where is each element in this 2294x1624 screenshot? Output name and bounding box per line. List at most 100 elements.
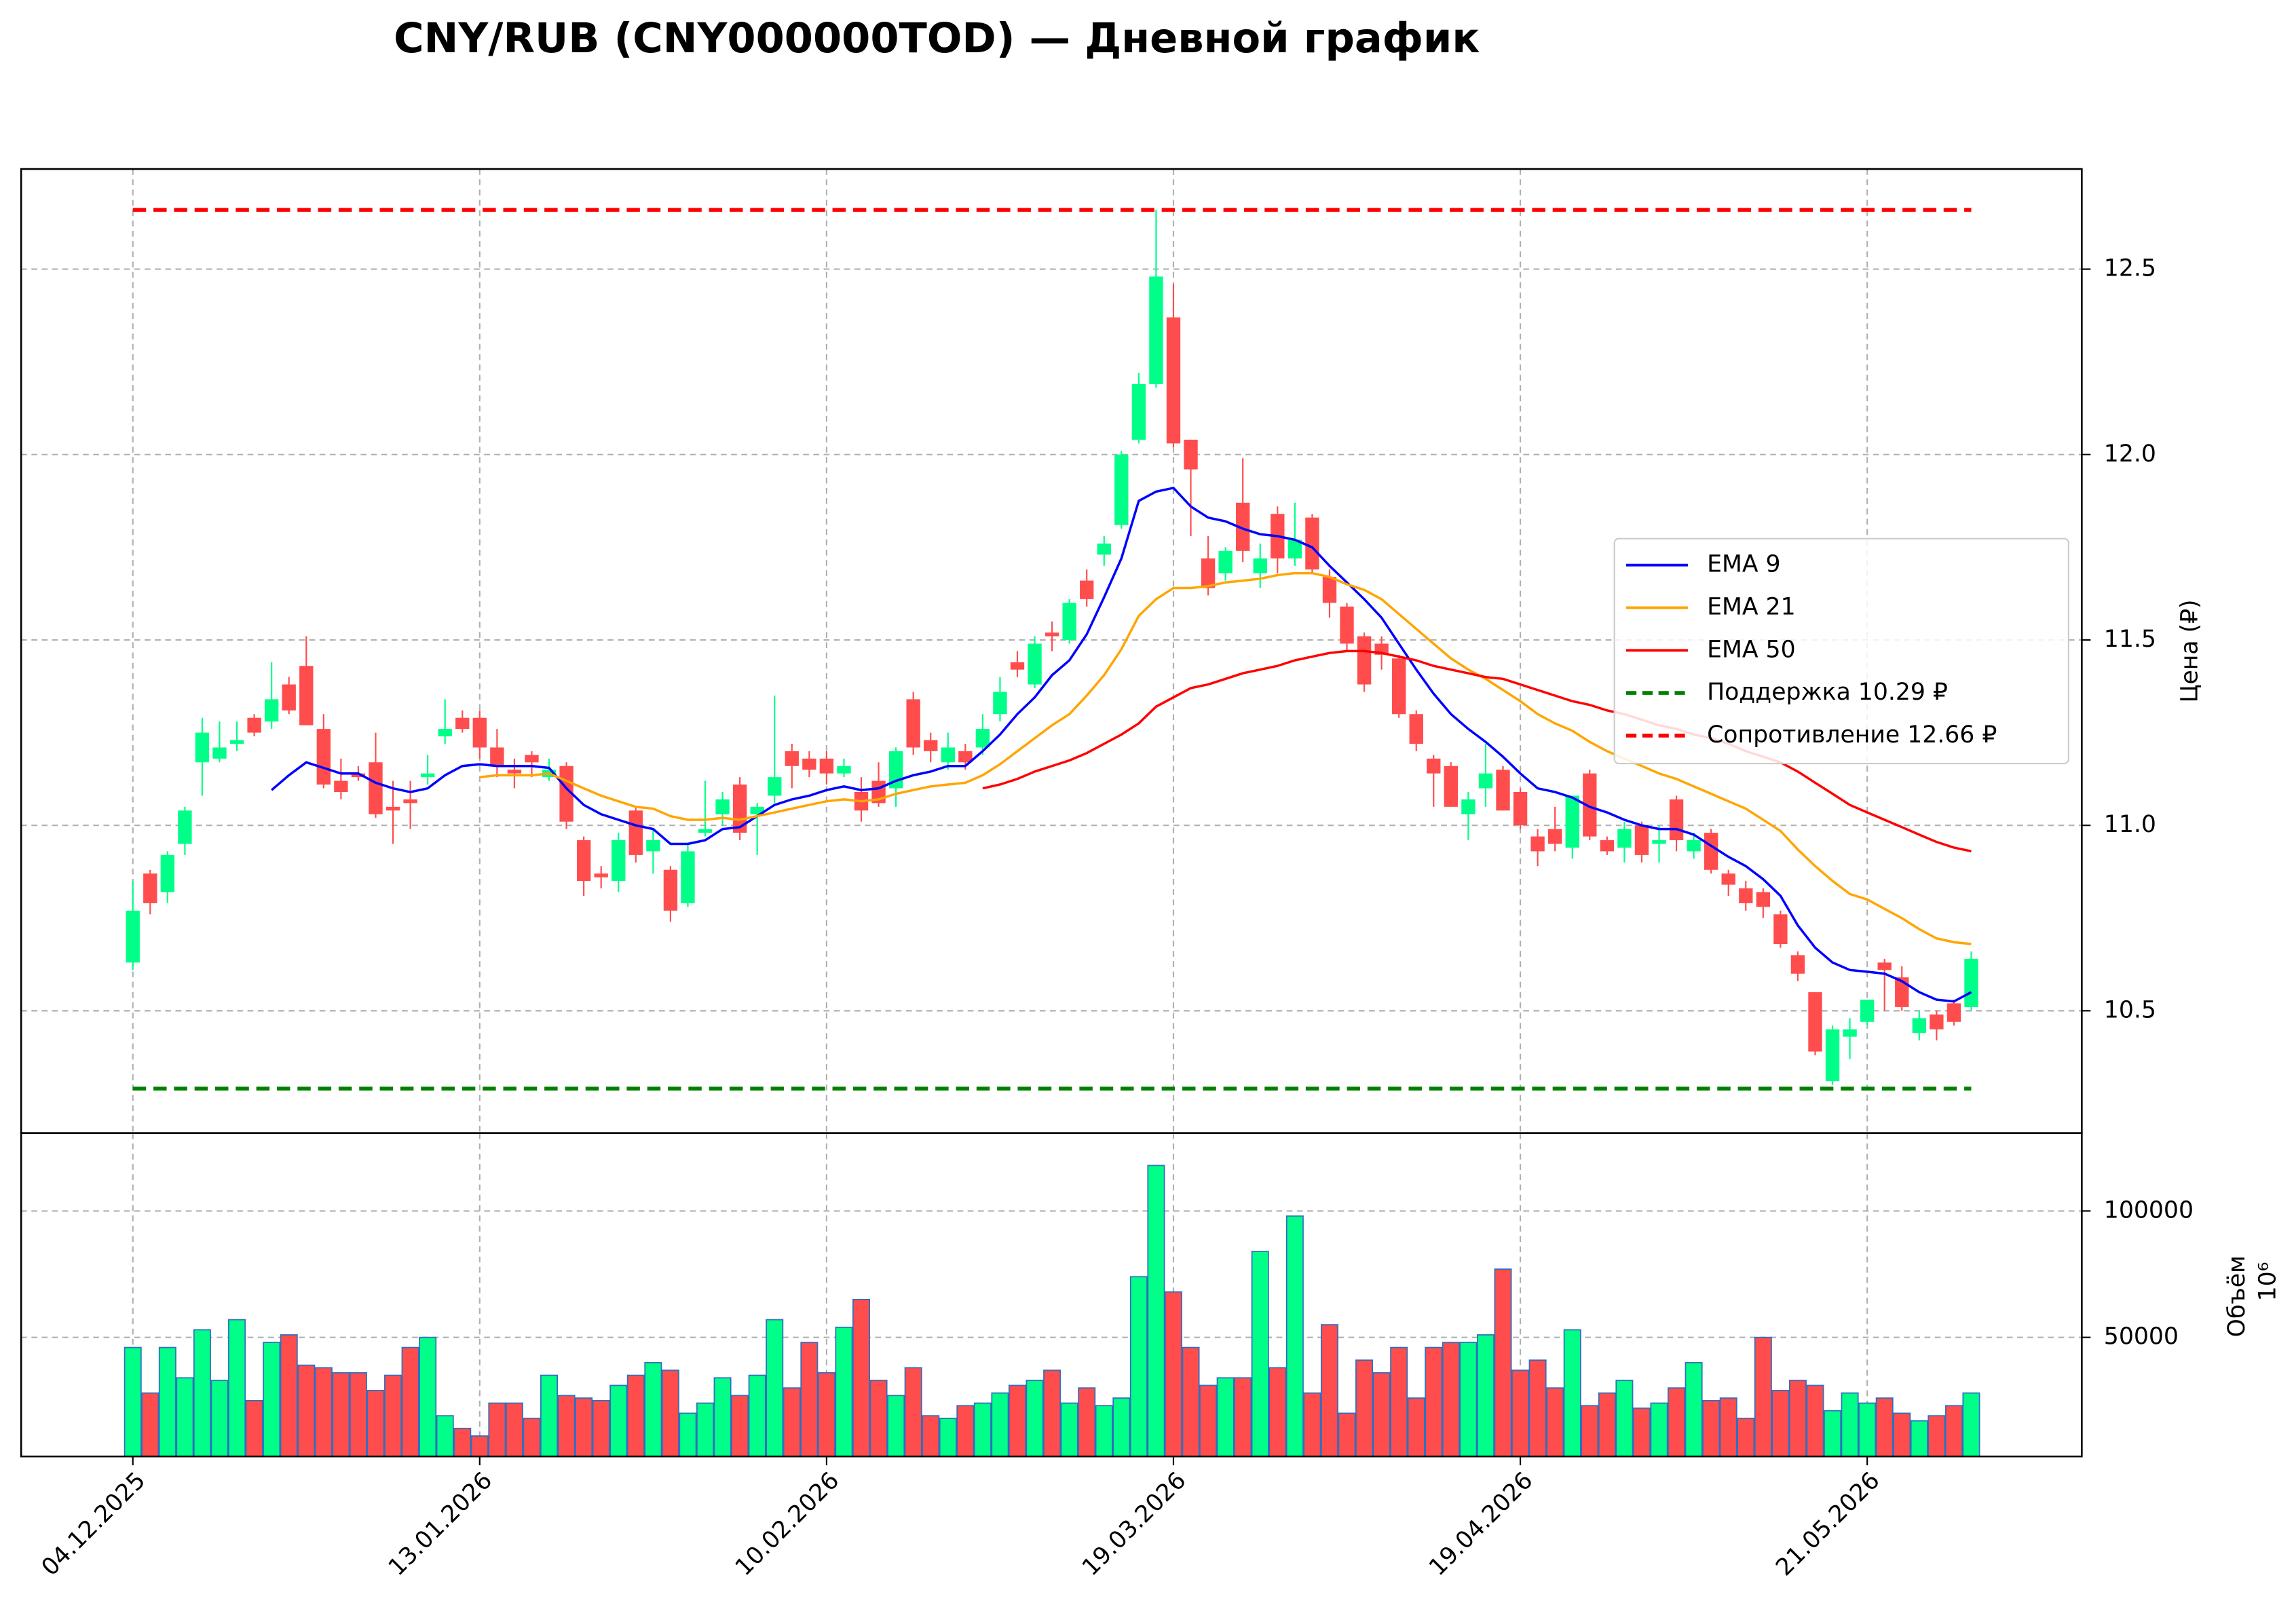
volume-bar [1372, 1372, 1391, 1457]
candle-body [906, 699, 920, 748]
volume-bar [1563, 1329, 1581, 1457]
candle-body [1287, 540, 1302, 559]
volume-bar [470, 1435, 489, 1457]
x-tick-label: 19.04.2026 [1424, 1467, 1538, 1581]
volume-bar [349, 1372, 367, 1457]
candle-body [247, 717, 261, 733]
volume-bar [1788, 1380, 1807, 1457]
volume-bar [1858, 1402, 1877, 1457]
candle-body [958, 751, 973, 763]
candle-body [299, 666, 314, 725]
volume-bar [817, 1372, 835, 1457]
candle-body [1062, 603, 1076, 640]
volume-bar [1216, 1377, 1235, 1457]
volume-bar [766, 1319, 784, 1457]
candle-body [1930, 1014, 1944, 1030]
candle-body [1964, 958, 1978, 1007]
volume-bar [1511, 1370, 1530, 1457]
candle-body [1028, 643, 1042, 685]
volume-bar [332, 1372, 350, 1457]
candle-body [438, 729, 452, 737]
candle-body [1201, 558, 1216, 588]
candle-body [1895, 977, 1909, 1007]
volume-bar [1737, 1418, 1755, 1457]
volume-bar [1719, 1397, 1737, 1457]
legend-label: Сопротивление 12.66 ₽ [1707, 721, 1997, 749]
candle-body [1547, 829, 1562, 844]
volume-bar [210, 1380, 229, 1457]
candle-body [628, 810, 643, 855]
volume-bar [366, 1390, 385, 1457]
legend-label: EMA 21 [1707, 593, 1796, 620]
volume-bar [193, 1329, 211, 1457]
volume-bar [1632, 1408, 1651, 1457]
candle-body [369, 762, 383, 814]
legend-label: Поддержка 10.29 ₽ [1707, 679, 1948, 706]
candle-body [715, 799, 730, 814]
volume-bar [1026, 1380, 1044, 1457]
volume-bar [1494, 1268, 1512, 1457]
legend-label: EMA 50 [1707, 636, 1796, 663]
x-tick-label: 04.12.2025 [37, 1467, 151, 1581]
volume-bar [1650, 1402, 1668, 1457]
volume-bar [1841, 1392, 1859, 1457]
candle-body [1912, 1018, 1926, 1034]
candle-body [1496, 770, 1510, 811]
volume-bar [1390, 1346, 1408, 1457]
volume-bar [228, 1319, 246, 1457]
x-tick-label: 10.02.2026 [730, 1467, 844, 1581]
candle-body [594, 873, 608, 877]
candle-body [1340, 606, 1354, 644]
candle-body [1513, 791, 1528, 826]
legend-label: EMA 9 [1707, 551, 1780, 578]
candle-body [750, 806, 764, 814]
volume-bar [626, 1374, 645, 1457]
volume-bar [523, 1418, 541, 1457]
volume-bar [1164, 1291, 1182, 1457]
volume-bar [1685, 1362, 1703, 1457]
volume-bar [158, 1346, 176, 1457]
price-plot [126, 208, 1978, 1091]
ema-line [479, 571, 1972, 945]
candle-body [143, 873, 157, 903]
candle-body [1409, 714, 1423, 744]
candle-body [403, 799, 417, 804]
candle-body [1739, 888, 1753, 903]
candle-body [212, 747, 227, 759]
candle-body [1530, 836, 1545, 852]
volume-bar [1598, 1392, 1616, 1457]
volume-bar [956, 1405, 975, 1457]
volume-bar [1459, 1342, 1478, 1457]
volume-bar [1928, 1415, 1946, 1457]
volume-bar [1338, 1412, 1356, 1457]
volume-bar [1095, 1405, 1113, 1457]
candle-body [1669, 799, 1684, 841]
volume-bar [904, 1367, 922, 1457]
volume-bar [1251, 1251, 1269, 1457]
ema-line [982, 649, 1972, 853]
candle-body [975, 729, 990, 748]
candle-body [802, 758, 816, 770]
volume-tick-label: 50000 [2104, 1323, 2179, 1351]
candle-body [160, 854, 175, 892]
candle-body [1392, 658, 1406, 715]
volume-bar [1581, 1405, 1599, 1457]
candle-body [455, 717, 470, 730]
candle-body [1166, 317, 1181, 444]
volume-bar [1910, 1420, 1928, 1457]
volume-bar [713, 1377, 732, 1457]
candle-body [663, 869, 678, 911]
candle-body [1131, 383, 1146, 440]
candle-body [420, 773, 435, 778]
volume-bar [679, 1412, 697, 1457]
candle-body [993, 692, 1007, 715]
candle-body [1478, 773, 1493, 789]
volume-bar [1112, 1397, 1131, 1457]
volume-bar [731, 1395, 749, 1457]
volume-bar [1234, 1377, 1252, 1457]
volume-bar [401, 1346, 419, 1457]
volume-bar [540, 1374, 559, 1457]
candle-body [1149, 276, 1163, 384]
plot-frame [20, 1132, 2083, 1458]
candle-body [941, 747, 955, 763]
